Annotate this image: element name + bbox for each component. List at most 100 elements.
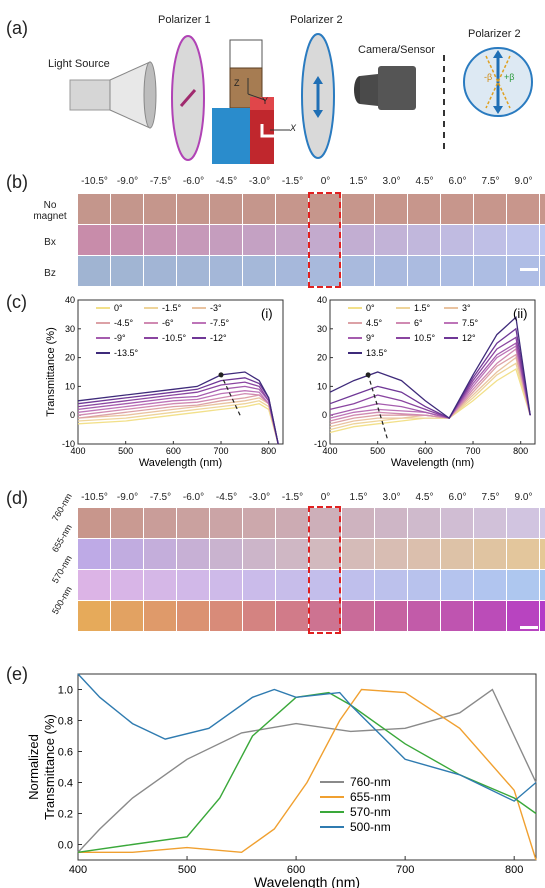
light-source-icon	[69, 61, 157, 129]
image-tile	[144, 601, 176, 631]
image-tile	[144, 225, 176, 255]
x-tick-label: 800	[513, 446, 528, 456]
image-tile	[210, 194, 242, 224]
panel-c-label: (c)	[6, 292, 27, 312]
legend-label: 3°	[462, 303, 471, 313]
image-tile	[441, 601, 473, 631]
image-tile	[309, 570, 341, 600]
series-line	[329, 336, 531, 419]
y-tick-label: -10	[62, 439, 75, 449]
image-tile	[408, 256, 440, 286]
series-line	[77, 390, 279, 445]
series-line	[329, 327, 531, 419]
angle-header: 1.5°	[349, 492, 368, 503]
legend-label: -4.5°	[114, 318, 134, 328]
legend-label: -12°	[210, 333, 227, 343]
y-tick-label: 0.0	[58, 840, 73, 852]
light-source-label: Light Source	[48, 58, 110, 70]
image-tile	[243, 256, 275, 286]
legend-label: 7.5°	[462, 318, 479, 328]
image-tile	[342, 225, 374, 255]
image-tile	[342, 539, 374, 569]
image-tile	[144, 539, 176, 569]
plot-frame	[77, 299, 284, 445]
angle-header: 4.5°	[415, 492, 434, 503]
legend-label: 10.5°	[414, 333, 436, 343]
image-tile	[144, 570, 176, 600]
y-tick-label: 0.8	[58, 716, 73, 728]
legend-label: 500-nm	[350, 820, 391, 834]
angle-header: 3.0°	[382, 176, 401, 187]
scale-bar	[520, 626, 538, 629]
image-tile	[243, 570, 275, 600]
x-axis-label: Wavelength (nm)	[391, 457, 474, 469]
x-axis-label: Wavelength (nm)	[139, 457, 222, 469]
y-tick-label: 10	[65, 381, 75, 391]
angle-header: -10.5°	[81, 176, 108, 187]
image-tile	[210, 256, 242, 286]
legend-label: -10.5°	[162, 333, 187, 343]
x-tick-label: 500	[370, 446, 385, 456]
image-tile	[309, 508, 341, 538]
trend-arrow	[220, 374, 241, 416]
polarizer1-label: Polarizer 1	[158, 14, 211, 26]
image-tile	[276, 570, 308, 600]
image-tile	[342, 601, 374, 631]
x-axis-label: Wavelength (nm)	[254, 874, 360, 888]
legend-label: 6°	[414, 318, 423, 328]
polarizer2-inset-label: Polarizer 2	[468, 28, 521, 40]
angle-header: -7.5°	[149, 492, 172, 503]
series-line	[77, 691, 537, 853]
camera-label: Camera/Sensor	[358, 44, 436, 56]
polarizer2-label: Polarizer 2	[290, 14, 343, 26]
optical-setup-diagram	[69, 33, 533, 164]
legend-label: -1.5°	[162, 303, 182, 313]
image-tile	[177, 601, 209, 631]
y-tick-label: 0	[322, 410, 327, 420]
magnet-cube-icon	[212, 39, 290, 164]
image-tile	[111, 225, 143, 255]
image-tile	[540, 570, 545, 600]
y-tick-label: 10	[317, 381, 327, 391]
angle-header: 3.0°	[382, 492, 401, 503]
image-tile	[507, 256, 539, 286]
legend-label: -9°	[114, 333, 126, 343]
image-tile	[243, 601, 275, 631]
legend-label: 570-nm	[350, 805, 391, 819]
legend-label: -13.5°	[114, 348, 139, 358]
image-tile	[408, 225, 440, 255]
image-tile	[210, 601, 242, 631]
angle-header: 9.0°	[514, 492, 533, 503]
image-tile	[177, 225, 209, 255]
image-tile	[177, 539, 209, 569]
series-line	[77, 673, 537, 802]
angle-header: -9.0°	[116, 176, 139, 187]
y-tick-label: 0.6	[58, 747, 73, 759]
angle-header: -7.5°	[149, 176, 172, 187]
plus-beta-label: +β	[504, 72, 515, 82]
image-tile	[243, 539, 275, 569]
y-tick-label: 40	[65, 295, 75, 305]
y-tick-label: 0	[70, 410, 75, 420]
polarizer2-icon	[301, 33, 335, 159]
series-line	[329, 315, 531, 420]
arrow-head	[218, 372, 224, 378]
image-tile	[78, 601, 110, 631]
scale-bar	[520, 268, 538, 271]
row-label-bz: Bz	[44, 268, 56, 279]
image-tile	[507, 570, 539, 600]
legend-label: 9°	[366, 333, 375, 343]
polarizer1-icon	[171, 35, 205, 161]
image-tile	[474, 256, 506, 286]
y-tick-label: 30	[65, 324, 75, 334]
x-tick-label: 600	[166, 446, 181, 456]
image-tile	[375, 570, 407, 600]
image-tile	[276, 194, 308, 224]
image-tile	[309, 194, 341, 224]
trend-arrow	[367, 374, 388, 439]
image-tile	[375, 194, 407, 224]
image-tile	[441, 539, 473, 569]
angle-header: 0°	[320, 176, 331, 187]
image-tile	[342, 256, 374, 286]
image-tile	[78, 508, 110, 538]
